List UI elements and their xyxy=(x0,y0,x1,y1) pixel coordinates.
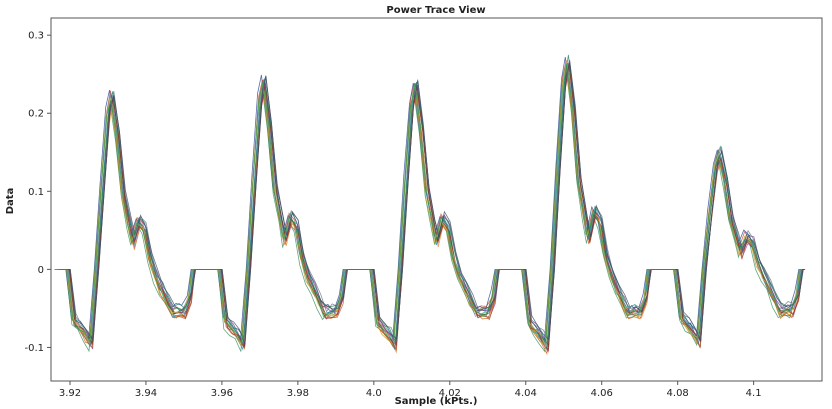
x-tick-label: 3.94 xyxy=(135,388,157,399)
x-tick-label: 4.08 xyxy=(667,388,689,399)
y-tick-label: 0.3 xyxy=(28,31,44,42)
y-axis-title: Data xyxy=(5,188,16,215)
x-tick-label: 4.1 xyxy=(746,388,762,399)
x-tick-label: 4.06 xyxy=(591,388,613,399)
power-trace-line xyxy=(58,62,806,345)
y-tick-label: 0.1 xyxy=(28,187,44,198)
x-axis-title: Sample (kPts.) xyxy=(395,396,478,407)
x-tick-label: 3.92 xyxy=(59,388,81,399)
y-axis: -0.1 0 0.1 0.2 0.3 xyxy=(24,31,51,354)
x-tick-label: 3.98 xyxy=(287,388,309,399)
chart-title: Power Trace View xyxy=(386,5,485,16)
x-axis: 3.92 3.94 3.96 3.98 4.0 4.02 4.04 4.06 4.08 4.1 xyxy=(59,381,762,399)
power-trace-line xyxy=(58,64,805,352)
x-tick-label: 4.0 xyxy=(366,388,382,399)
y-tick-label: -0.1 xyxy=(24,343,44,354)
x-tick-label: 3.96 xyxy=(211,388,233,399)
power-trace-line xyxy=(55,63,803,345)
plot-area xyxy=(50,17,823,382)
y-tick-label: 0 xyxy=(38,265,44,276)
x-tick-label: 4.04 xyxy=(515,388,537,399)
trace-series-group xyxy=(54,54,806,356)
power-trace-line xyxy=(58,60,806,343)
x-tick-label: 4.02 xyxy=(439,388,461,399)
y-tick-label: 0.2 xyxy=(28,109,44,120)
